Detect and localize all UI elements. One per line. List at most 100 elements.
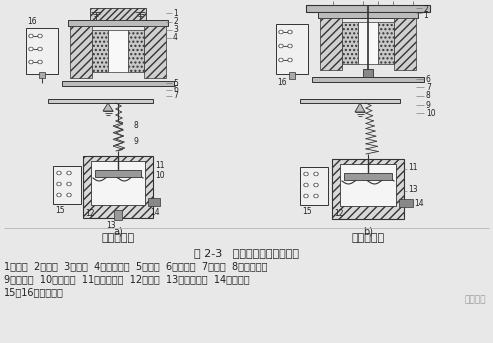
Text: 电工之家: 电工之家 [464,295,486,304]
Text: 图 2-3   空气阻尼式时间继电器: 图 2-3 空气阻尼式时间继电器 [193,248,298,258]
Polygon shape [103,103,113,111]
Text: 7: 7 [426,83,431,92]
Bar [342,22,358,64]
Text: 7: 7 [173,92,178,100]
Text: 13: 13 [408,185,418,193]
Text: 8: 8 [134,121,139,130]
Bar [306,5,430,12]
Bar [92,30,108,72]
Ellipse shape [280,31,282,33]
Ellipse shape [39,48,41,50]
Ellipse shape [30,35,32,37]
Text: 8: 8 [426,92,431,100]
Text: 12: 12 [334,209,344,217]
Ellipse shape [305,195,307,197]
Ellipse shape [315,195,317,197]
Ellipse shape [57,172,61,175]
Ellipse shape [288,45,292,47]
Ellipse shape [314,173,318,176]
Bar [340,164,396,206]
Bar [90,8,146,20]
Text: 6: 6 [426,74,431,83]
Text: 14: 14 [414,199,423,208]
Ellipse shape [305,173,307,175]
Bar [39,72,45,78]
Text: 3: 3 [173,25,178,35]
Ellipse shape [315,173,317,175]
Text: 16: 16 [27,17,36,26]
Ellipse shape [38,60,42,63]
Ellipse shape [289,59,291,61]
Ellipse shape [304,194,308,198]
Ellipse shape [67,182,71,186]
Bar [114,210,122,220]
Bar [378,22,394,64]
Ellipse shape [305,184,307,186]
Text: 2: 2 [173,17,178,26]
Ellipse shape [288,59,292,61]
Text: 15、16一微动开关: 15、16一微动开关 [4,287,64,297]
Bar [399,199,413,207]
Ellipse shape [57,193,61,197]
Bar [144,26,166,78]
Bar [91,161,145,205]
Ellipse shape [279,59,283,61]
Ellipse shape [39,61,41,63]
Bar [320,18,342,70]
Ellipse shape [29,60,33,63]
Text: 1一线圈  2一铁心  3一衔铁  4一反力弹簧  5一推板  6一活塞杆  7一杠杆  8一塔形弹簧: 1一线圈 2一铁心 3一衔铁 4一反力弹簧 5一推板 6一活塞杆 7一杠杆 8一… [4,261,268,271]
Ellipse shape [39,35,41,37]
Bar [53,166,81,204]
Text: 16: 16 [277,78,286,87]
Text: 4: 4 [173,34,178,43]
Text: 9: 9 [426,100,431,109]
Bar [358,22,378,64]
Text: 12: 12 [85,210,95,218]
Ellipse shape [30,61,32,63]
Text: 6: 6 [173,85,178,95]
Text: 断电延时型: 断电延时型 [352,233,385,243]
Bar [300,167,328,205]
Ellipse shape [289,45,291,47]
Ellipse shape [280,59,282,61]
Bar [318,12,418,18]
Ellipse shape [280,45,282,47]
Ellipse shape [68,172,70,174]
Ellipse shape [57,182,61,186]
Bar [95,170,141,177]
Text: a): a) [113,226,123,236]
Ellipse shape [67,172,71,175]
Text: 5: 5 [173,79,178,87]
Text: 10: 10 [155,172,165,180]
Ellipse shape [314,184,318,187]
Bar [70,26,92,78]
Bar [289,72,295,79]
Text: 9: 9 [134,137,139,145]
Bar [394,18,416,70]
Ellipse shape [58,194,60,196]
Ellipse shape [68,194,70,196]
Bar [62,81,174,86]
Ellipse shape [304,173,308,176]
Text: 15: 15 [302,207,312,216]
Ellipse shape [289,31,291,33]
Bar [344,173,392,180]
Ellipse shape [68,183,70,185]
Ellipse shape [315,184,317,186]
Text: 5: 5 [423,0,428,1]
Bar [26,28,58,74]
Bar [83,156,153,218]
Bar [312,77,424,82]
Text: 1: 1 [423,11,428,20]
Ellipse shape [58,183,60,185]
Ellipse shape [29,47,33,50]
Ellipse shape [304,184,308,187]
Bar [148,198,160,206]
Text: b): b) [363,227,373,237]
Polygon shape [355,103,365,112]
Text: 通电延时型: 通电延时型 [102,233,135,243]
Ellipse shape [288,31,292,34]
Ellipse shape [38,47,42,50]
Ellipse shape [38,35,42,37]
Ellipse shape [279,31,283,34]
